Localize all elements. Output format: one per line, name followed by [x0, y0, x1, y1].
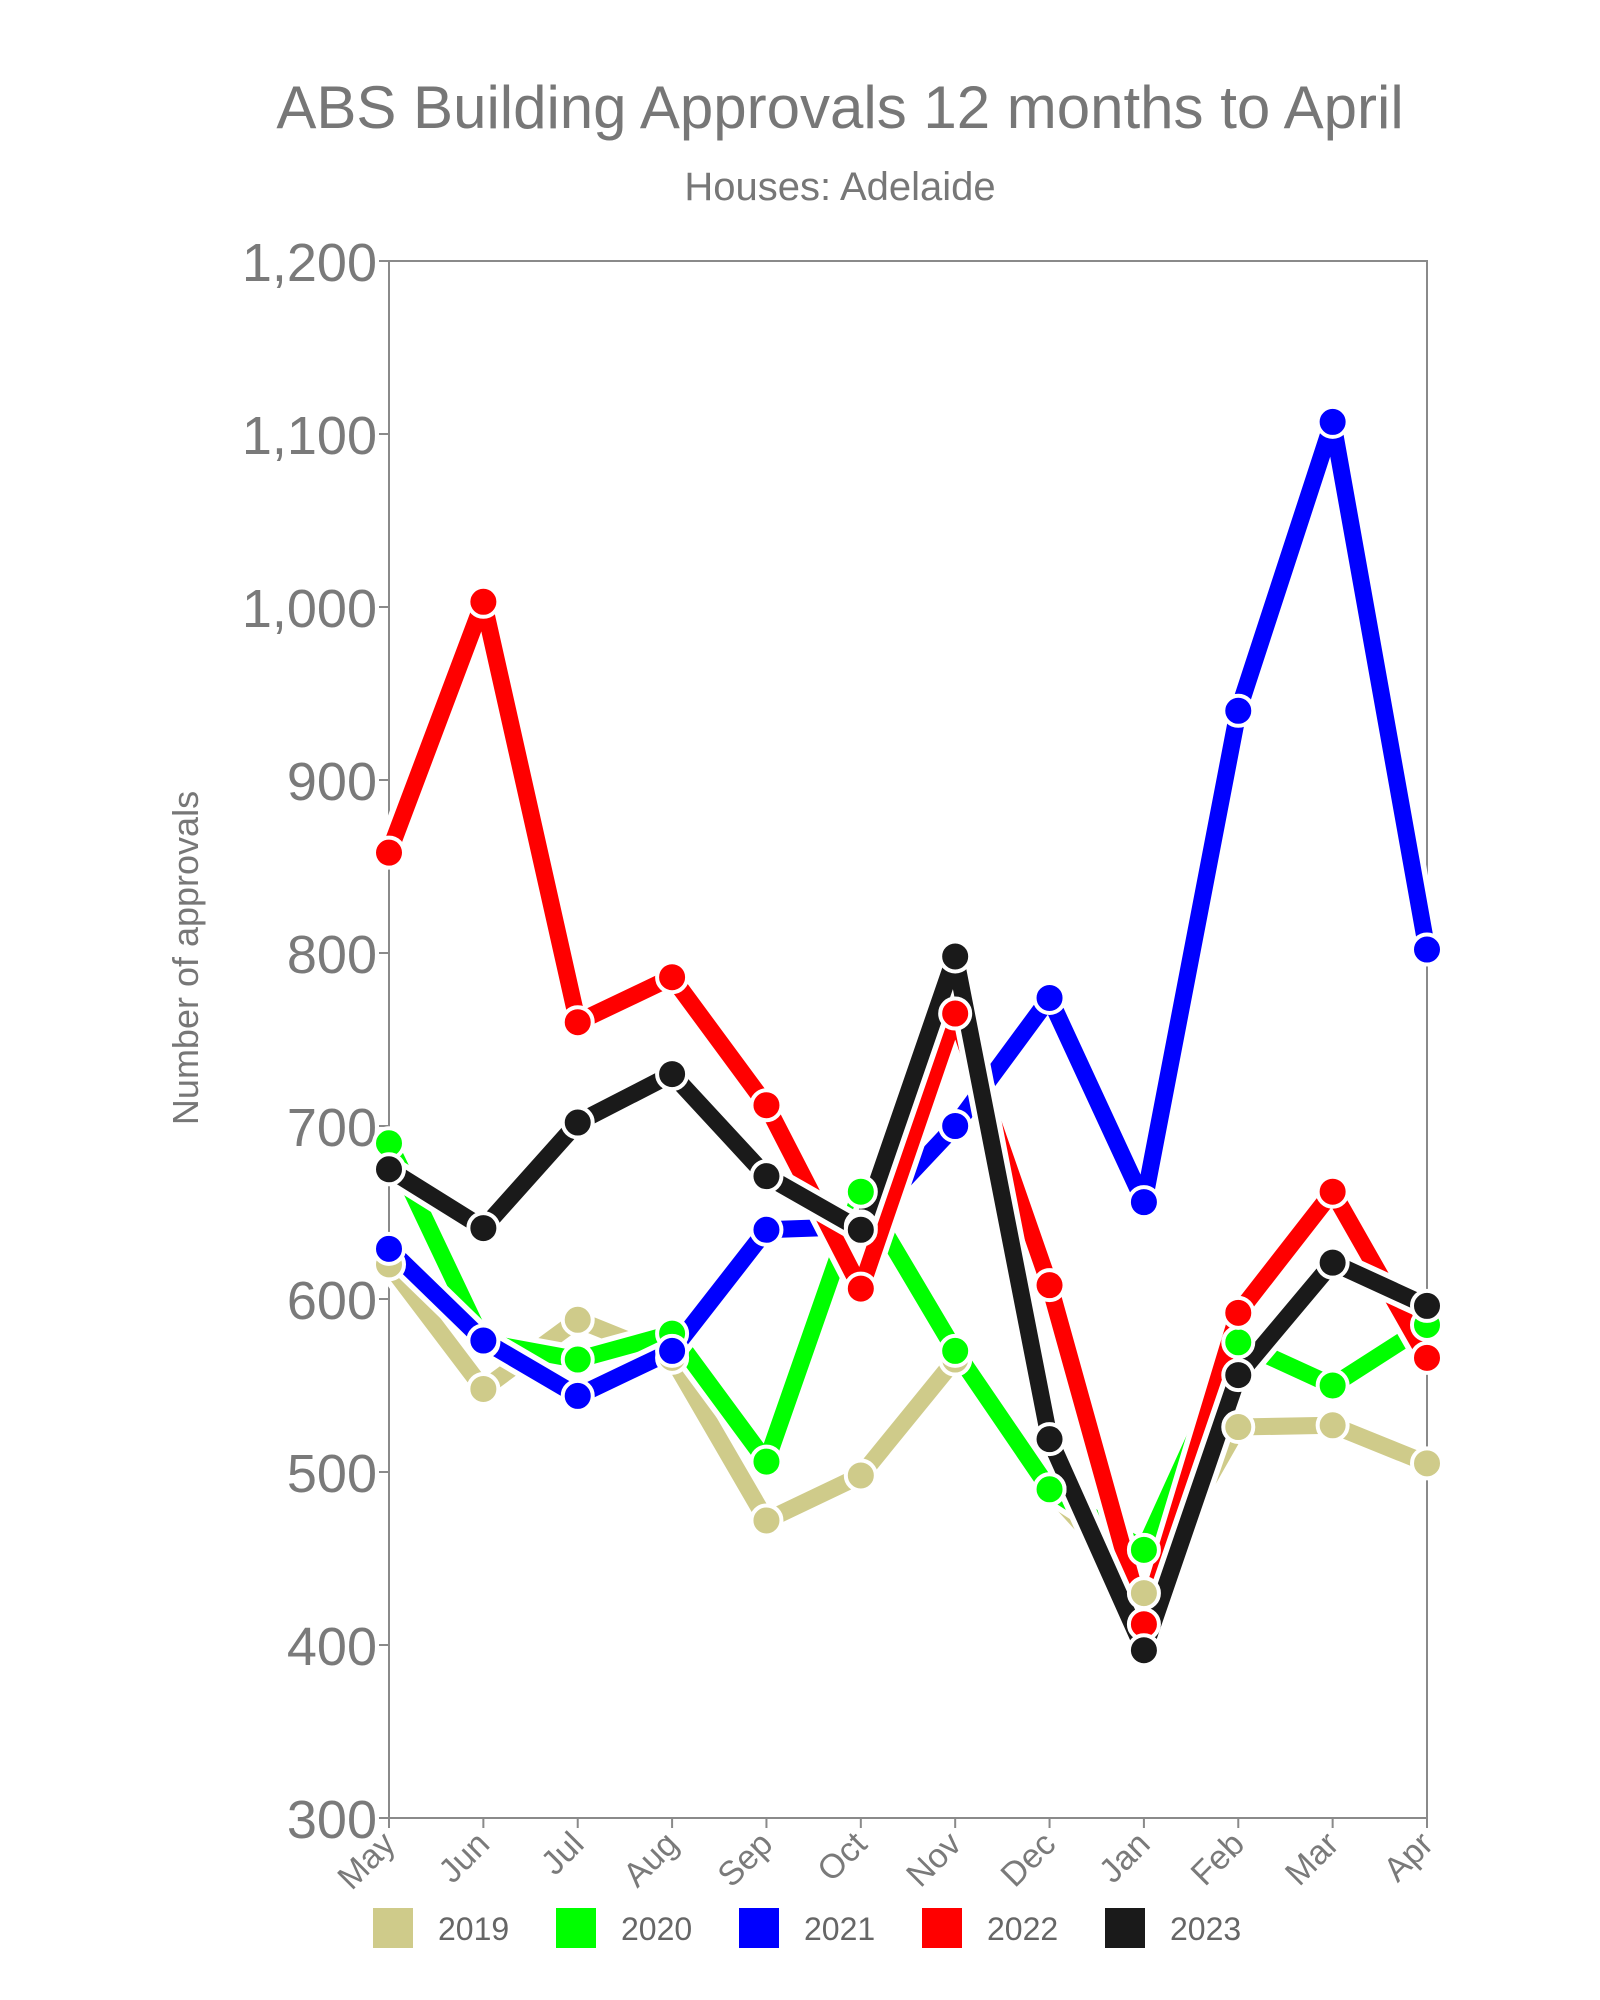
y-tick-label: 900	[287, 752, 377, 812]
x-tick-label: Nov	[899, 1825, 969, 1895]
x-tick-label: Jul	[534, 1825, 592, 1883]
data-point-2023-May	[372, 1152, 406, 1187]
data-point-2022-Oct	[843, 1271, 878, 1306]
data-point-2022-Apr	[1410, 1340, 1444, 1375]
data-point-2023-Jan	[1126, 1633, 1161, 1668]
data-point-2022-Feb	[1221, 1295, 1256, 1330]
data-point-2020-Mar	[1315, 1368, 1350, 1403]
legend-swatch-2022	[922, 1908, 962, 1948]
x-axis: May Jun Jul Aug Sep Oct Nov Dec Jan Feb Mar Apr	[330, 1818, 1441, 1897]
legend-swatch-2021	[739, 1908, 779, 1948]
data-point-2023-Mar	[1315, 1245, 1350, 1280]
y-tick-label: 800	[287, 925, 377, 985]
x-tick-label: Dec	[994, 1825, 1064, 1895]
x-tick-label: Sep	[710, 1825, 780, 1895]
data-point-2023-Oct	[843, 1212, 878, 1247]
data-point-2019-Feb	[1221, 1410, 1256, 1445]
data-point-2022-Dec	[1032, 1268, 1067, 1303]
data-point-2019-Jul	[560, 1302, 595, 1337]
data-point-2021-Jul	[560, 1378, 595, 1413]
series-outline-2023	[375, 942, 1441, 1665]
legend-swatch-2020	[556, 1908, 596, 1948]
data-point-2022-Aug	[655, 960, 690, 995]
y-tick-label: 1,000	[242, 579, 377, 639]
legend-label-2020: 2020	[621, 1911, 692, 1947]
data-point-2020-Oct	[843, 1174, 878, 1209]
data-point-2022-Jun	[466, 584, 501, 619]
series-lines	[375, 407, 1441, 1665]
y-tick-label: 600	[287, 1271, 377, 1331]
y-tick-label: 1,100	[242, 406, 377, 466]
data-point-2019-Sep	[749, 1503, 784, 1538]
data-point-2023-Jun	[466, 1211, 501, 1246]
data-point-2020-Feb	[1221, 1325, 1256, 1360]
y-axis-label: Number of approvals	[165, 791, 206, 1125]
data-point-2021-Dec	[1032, 980, 1067, 1015]
y-tick-label: 500	[287, 1444, 377, 1504]
data-point-2019-Jun	[466, 1371, 501, 1406]
x-tick-label: Apr	[1376, 1825, 1440, 1889]
data-point-2019-Jan	[1126, 1576, 1161, 1611]
x-tick-label: Mar	[1278, 1825, 1346, 1893]
data-point-2022-May	[372, 835, 406, 870]
data-point-2021-Aug	[655, 1333, 690, 1368]
data-point-2022-Sep	[749, 1088, 784, 1123]
data-point-2023-Dec	[1032, 1422, 1067, 1457]
data-point-2021-Nov	[938, 1109, 973, 1143]
data-point-2023-Aug	[655, 1057, 690, 1092]
data-point-2022-Jul	[560, 1005, 595, 1040]
data-point-2021-Feb	[1221, 693, 1256, 728]
data-point-2020-Sep	[749, 1444, 784, 1479]
chart-subtitle: Houses: Adelaide	[684, 165, 995, 209]
x-tick-label: Jan	[1092, 1825, 1158, 1891]
x-tick-label: Oct	[810, 1824, 875, 1889]
x-tick-label: Aug	[616, 1825, 686, 1895]
series-line-2023	[380, 947, 1436, 1659]
data-point-2020-Jan	[1126, 1532, 1161, 1567]
data-point-2023-Nov	[938, 939, 973, 974]
legend-label-2019: 2019	[438, 1911, 509, 1947]
series-points	[372, 404, 1444, 1668]
data-point-2021-May	[372, 1231, 406, 1266]
data-point-2021-Sep	[749, 1212, 784, 1247]
data-point-2023-Sep	[749, 1159, 784, 1194]
legend: 2019 2020 2021 2022 2023	[373, 1908, 1241, 1948]
data-point-2020-Dec	[1032, 1472, 1067, 1507]
data-point-2021-Apr	[1410, 932, 1444, 967]
data-point-2019-Apr	[1410, 1446, 1444, 1481]
legend-label-2022: 2022	[987, 1911, 1058, 1947]
legend-swatch-2023	[1105, 1908, 1145, 1948]
data-point-2019-Mar	[1315, 1408, 1350, 1443]
y-tick-label: 1,200	[242, 233, 377, 293]
series-line-2022	[380, 593, 1436, 1633]
data-point-2023-Apr	[1410, 1288, 1444, 1323]
chart-title: ABS Building Approvals 12 months to Apri…	[276, 74, 1403, 141]
series-line-2019	[380, 1255, 1436, 1602]
data-point-2021-Jan	[1126, 1185, 1161, 1220]
legend-swatch-2019	[373, 1908, 413, 1948]
data-point-2020-Jul	[560, 1342, 595, 1377]
y-tick-label: 400	[287, 1617, 377, 1677]
x-tick-label: Feb	[1184, 1825, 1252, 1893]
legend-label-2023: 2023	[1170, 1911, 1241, 1947]
legend-label-2021: 2021	[804, 1911, 875, 1947]
data-point-2021-Jun	[466, 1323, 501, 1358]
y-axis: 300 400 500 600 700 800 900 1,000 1,100 1,200	[242, 233, 389, 1850]
data-point-2022-Mar	[1315, 1174, 1350, 1209]
data-point-2020-Nov	[938, 1333, 973, 1368]
y-tick-label: 300	[287, 1790, 377, 1850]
data-point-2022-Nov	[938, 996, 973, 1031]
plot-frame	[388, 260, 1428, 1819]
x-tick-label: Jun	[431, 1825, 497, 1891]
data-point-2021-Mar	[1315, 404, 1350, 439]
data-point-2019-Oct	[843, 1458, 878, 1493]
data-point-2023-Feb	[1221, 1358, 1256, 1393]
y-tick-label: 700	[287, 1098, 377, 1158]
data-point-2023-Jul	[560, 1105, 595, 1140]
